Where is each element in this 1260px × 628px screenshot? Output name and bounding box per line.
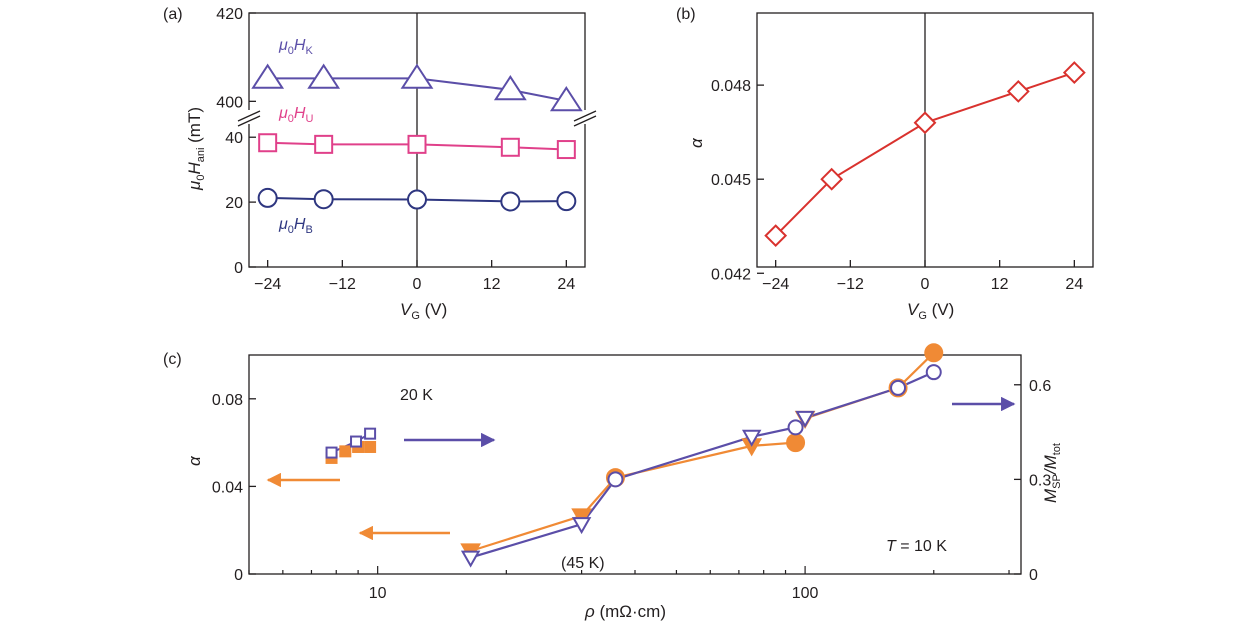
x-tick-label: −12 [329, 276, 356, 293]
data-point [786, 433, 806, 453]
panel-a-series [251, 63, 583, 212]
data-point [350, 435, 363, 448]
panel-c-right-y-axis-label: MSP/Mtot [1041, 443, 1063, 503]
panel-c-x-ticks: 10 100 [248, 566, 1010, 602]
data-point [257, 187, 278, 208]
x-tick-label: 0 [921, 276, 930, 293]
data-point [925, 364, 942, 381]
x-tick-label: −24 [762, 276, 789, 293]
data-point [820, 167, 844, 191]
data-point [251, 63, 285, 89]
x-tick-label: 10 [369, 585, 387, 602]
panel-a-y-ticks: 0 20 40 400 420 [216, 6, 256, 277]
data-point [407, 134, 427, 154]
data-point [500, 191, 521, 212]
panel-a-x-ticks: −24 −12 0 12 24 [254, 260, 575, 293]
data-point [307, 63, 341, 89]
y-tick-label: 0.04 [212, 479, 243, 496]
data-point [924, 343, 944, 363]
panel-c-right-y-ticks: 0 0.3 0.6 [1014, 378, 1051, 584]
panel-b: (b) 0.042 0.045 0.048 −24 −12 0 12 24 VG (V) α [676, 6, 1094, 322]
data-point [258, 133, 278, 153]
data-point [1006, 79, 1030, 103]
x-tick-label: 0 [413, 276, 422, 293]
y-tick-label: 0.048 [711, 78, 751, 95]
data-point [890, 379, 907, 396]
data-point [1062, 61, 1086, 84]
panel-c-left-y-ticks: 0 0.04 0.08 [212, 392, 256, 584]
panel-a-y-axis-label: μ0Hani (mT) [185, 107, 207, 191]
panel-b-series [764, 61, 1086, 248]
y-tick-label: 0 [234, 567, 243, 584]
panel-c: (c) 00.040.08 00.30.6 10 100 20 K (45 K) … [163, 343, 1063, 621]
annotation-45k: (45 K) [561, 555, 605, 572]
annotation-20k: 20 K [400, 387, 433, 404]
y-tick-label: 0.3 [1029, 472, 1051, 489]
series-label-hu: μ0HU [278, 105, 313, 125]
data-point [556, 191, 577, 212]
panel-b-x-axis-label: VG (V) [907, 300, 954, 322]
data-point [364, 427, 377, 440]
panel-c-left-y-axis-label: α [185, 455, 204, 466]
data-point [314, 134, 334, 154]
series-label-hk: μ0HK [278, 37, 313, 57]
annotation-temperature: T = 10 K [886, 538, 947, 555]
panel-b-label: (b) [676, 6, 696, 23]
y-tick-label: 20 [225, 195, 243, 212]
data-point [607, 471, 624, 488]
panel-c-label: (c) [163, 351, 182, 368]
y-tick-label: 40 [225, 130, 243, 147]
panel-b-x-ticks: −24 −12 0 12 24 [762, 260, 1083, 293]
x-tick-label: 24 [557, 276, 575, 293]
y-tick-label: 0.08 [212, 392, 243, 409]
data-point [787, 419, 804, 436]
data-point [764, 224, 788, 248]
panel-a-x-axis-label: VG (V) [400, 300, 447, 322]
y-tick-label: 420 [216, 6, 243, 23]
y-tick-label: 0.6 [1029, 378, 1051, 395]
y-tick-label: 0 [234, 260, 243, 277]
panel-b-y-axis-label: α [687, 137, 706, 148]
data-point [313, 189, 334, 210]
data-point [795, 410, 815, 428]
panel-c-x-axis-label: ρ (mΩ·cm) [584, 602, 666, 621]
y-tick-label: 0 [1029, 567, 1038, 584]
x-tick-label: 100 [792, 585, 819, 602]
data-point [913, 111, 937, 135]
panel-c-series [325, 343, 944, 568]
data-point [339, 445, 352, 458]
data-point [400, 63, 434, 89]
y-tick-label: 0.045 [711, 172, 751, 189]
data-point [549, 86, 583, 112]
data-point [556, 140, 576, 160]
panel-a: (a) 0 20 40 400 420 −24 −12 0 12 24 μ0HK μ0HU μ0… [163, 6, 597, 322]
data-point [571, 517, 592, 535]
panel-b-y-ticks: 0.042 0.045 0.048 [711, 78, 764, 283]
data-point [364, 440, 377, 453]
data-point [325, 446, 338, 459]
data-point [500, 137, 520, 157]
data-point [741, 429, 762, 447]
y-tick-label: 400 [216, 94, 243, 111]
y-tick-label: 0.042 [711, 266, 751, 283]
series-label-hb: μ0HB [278, 216, 313, 236]
x-tick-label: 12 [991, 276, 1009, 293]
x-tick-label: −12 [837, 276, 864, 293]
data-point [460, 550, 481, 568]
panel-a-label: (a) [163, 6, 183, 23]
series-line-msp [470, 371, 935, 559]
x-tick-label: −24 [254, 276, 281, 293]
x-tick-label: 24 [1065, 276, 1083, 293]
data-point [493, 75, 527, 101]
x-tick-label: 12 [483, 276, 501, 293]
panel-a-axis-break [237, 110, 597, 127]
data-point [571, 508, 592, 527]
data-point [407, 189, 427, 210]
